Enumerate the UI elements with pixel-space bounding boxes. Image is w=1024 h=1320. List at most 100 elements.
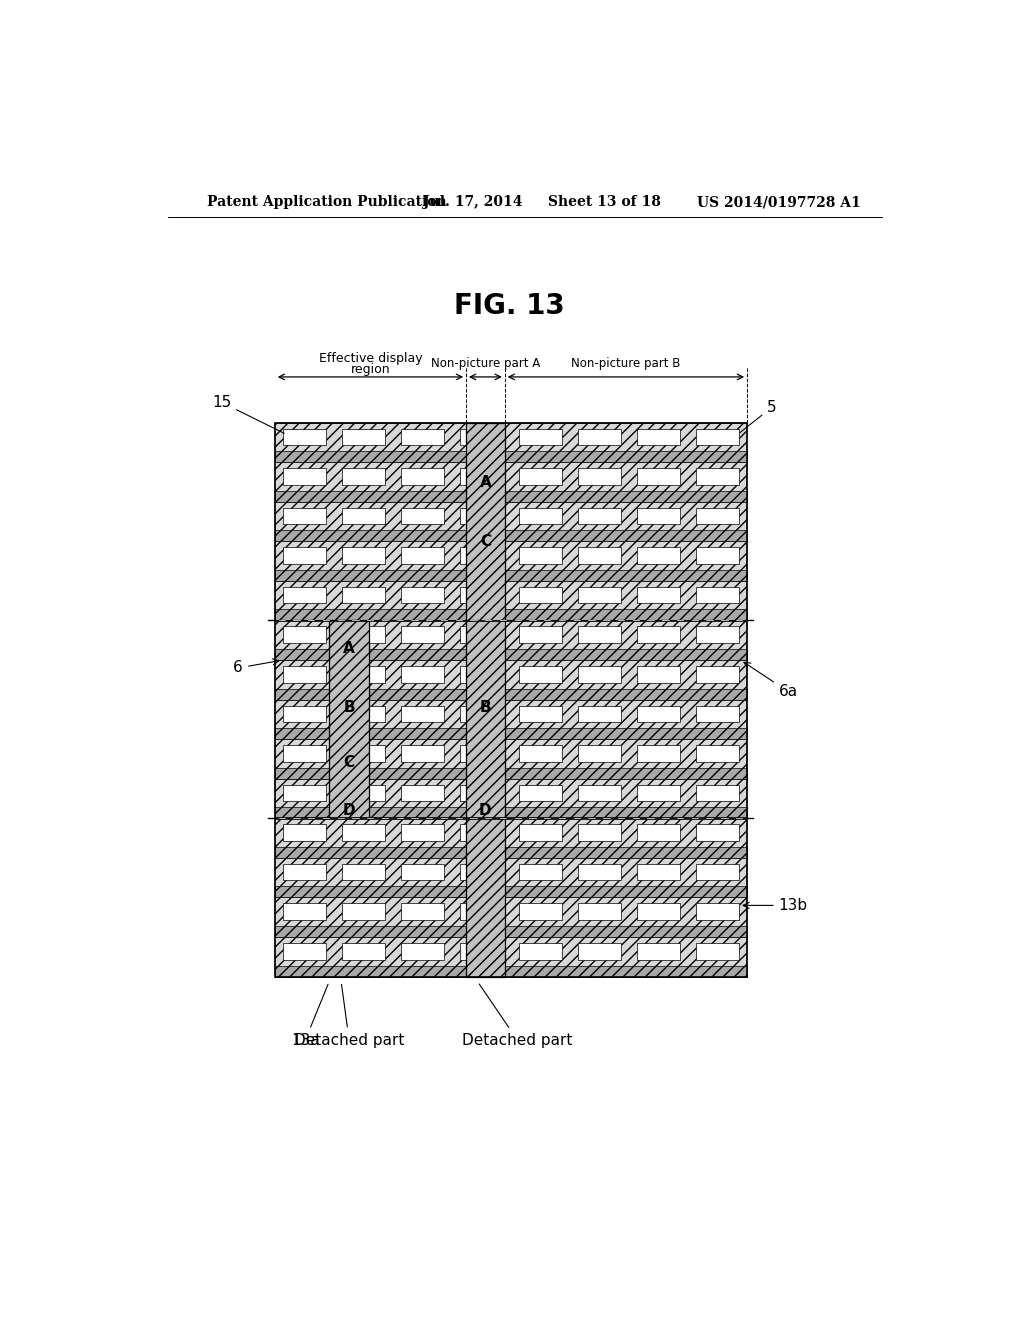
Bar — [283, 903, 326, 920]
Text: B: B — [343, 700, 355, 715]
Text: Non-picture part B: Non-picture part B — [571, 356, 681, 370]
Bar — [274, 620, 748, 660]
Bar — [283, 508, 326, 524]
Bar — [401, 706, 443, 722]
Bar — [401, 667, 443, 682]
Text: region: region — [350, 363, 390, 376]
Bar — [696, 587, 738, 603]
Bar — [579, 627, 621, 643]
Bar — [342, 469, 385, 484]
Bar — [274, 689, 748, 700]
Bar — [519, 706, 562, 722]
Bar — [637, 667, 680, 682]
Bar — [274, 817, 748, 820]
Bar — [401, 785, 443, 801]
Bar — [579, 903, 621, 920]
Text: D: D — [479, 803, 492, 818]
Bar — [342, 863, 385, 880]
Bar — [579, 863, 621, 880]
Bar — [342, 785, 385, 801]
Bar — [637, 903, 680, 920]
Bar — [460, 706, 503, 722]
Bar — [283, 746, 326, 762]
Bar — [696, 785, 738, 801]
Bar — [329, 620, 370, 818]
Bar — [401, 548, 443, 564]
Bar — [274, 451, 748, 462]
Bar — [274, 660, 748, 700]
Bar — [519, 785, 562, 801]
Text: C: C — [344, 755, 354, 771]
Bar — [696, 429, 738, 445]
Bar — [274, 619, 748, 622]
Text: 6a: 6a — [744, 663, 798, 700]
Bar — [637, 706, 680, 722]
Bar — [637, 429, 680, 445]
Bar — [696, 863, 738, 880]
Bar — [342, 587, 385, 603]
Text: 15: 15 — [212, 395, 285, 433]
Bar — [460, 429, 503, 445]
Text: A: A — [343, 640, 355, 656]
Bar — [579, 785, 621, 801]
Bar — [519, 824, 562, 841]
Bar — [401, 469, 443, 484]
Text: Non-picture part A: Non-picture part A — [431, 356, 540, 370]
Bar — [579, 942, 621, 960]
Bar — [283, 548, 326, 564]
Bar — [274, 700, 748, 739]
Bar — [274, 847, 748, 858]
Bar — [401, 587, 443, 603]
Bar — [579, 508, 621, 524]
Bar — [519, 587, 562, 603]
Bar — [401, 627, 443, 643]
Bar — [342, 746, 385, 762]
Bar — [342, 667, 385, 682]
Text: Jul. 17, 2014: Jul. 17, 2014 — [424, 195, 523, 209]
Bar — [696, 667, 738, 682]
Bar — [519, 429, 562, 445]
Bar — [696, 508, 738, 524]
Text: A: A — [479, 474, 492, 490]
Bar — [460, 903, 503, 920]
Bar — [466, 422, 505, 977]
Bar — [342, 548, 385, 564]
Bar — [401, 903, 443, 920]
Text: D: D — [343, 803, 355, 818]
Bar — [274, 808, 748, 818]
Bar — [274, 925, 748, 937]
Bar — [460, 942, 503, 960]
Bar — [274, 422, 748, 977]
Bar — [274, 422, 748, 462]
Text: Effective display: Effective display — [318, 351, 422, 364]
Bar — [460, 746, 503, 762]
Bar — [401, 942, 443, 960]
Bar — [637, 548, 680, 564]
Text: FIG. 13: FIG. 13 — [454, 292, 564, 319]
Bar — [401, 429, 443, 445]
Bar — [637, 508, 680, 524]
Text: 5: 5 — [739, 400, 776, 433]
Bar — [274, 610, 748, 620]
Bar — [579, 587, 621, 603]
Bar — [274, 649, 748, 660]
Bar — [274, 491, 748, 502]
Bar — [696, 746, 738, 762]
Text: Patent Application Publication: Patent Application Publication — [207, 195, 447, 209]
Bar — [637, 469, 680, 484]
Bar — [696, 469, 738, 484]
Bar — [579, 706, 621, 722]
Bar — [283, 667, 326, 682]
Bar — [637, 587, 680, 603]
Bar — [637, 746, 680, 762]
Bar — [519, 863, 562, 880]
Bar — [579, 667, 621, 682]
Text: B: B — [479, 700, 492, 715]
Bar — [283, 942, 326, 960]
Bar — [342, 429, 385, 445]
Bar — [696, 824, 738, 841]
Bar — [696, 903, 738, 920]
Bar — [283, 627, 326, 643]
Text: Detached part: Detached part — [462, 983, 572, 1048]
Bar — [579, 824, 621, 841]
